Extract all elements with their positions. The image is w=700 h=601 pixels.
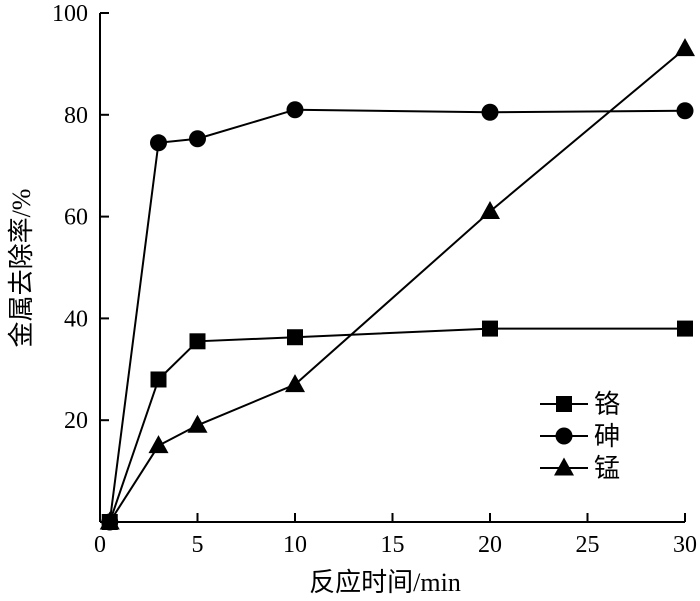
series-triangle [99, 38, 695, 530]
data-point [285, 374, 305, 393]
data-point [187, 414, 208, 433]
legend-entry: 砷 [540, 422, 620, 451]
x-tick-label: 10 [283, 532, 307, 558]
x-tick-label: 15 [381, 532, 405, 558]
legend: 铬砷锰 [540, 390, 620, 483]
legend-marker [555, 427, 573, 445]
x-tick-label: 5 [192, 532, 204, 558]
data-point [481, 103, 499, 121]
series-line [108, 327, 685, 523]
series-group [99, 38, 695, 531]
data-point [99, 511, 120, 530]
legend-label: 锰 [594, 454, 620, 483]
x-tick-label: 0 [94, 532, 106, 558]
data-point [286, 101, 304, 119]
legend-label: 铬 [594, 390, 620, 419]
data-point [675, 38, 695, 57]
data-point [677, 320, 693, 337]
y-tick-label: 80 [64, 103, 88, 129]
x-axis-label: 反应时间/min [309, 568, 461, 597]
data-point [189, 333, 206, 350]
data-point [150, 371, 167, 388]
y-tick-label: 60 [64, 205, 88, 231]
data-point [480, 201, 500, 220]
y-tick-label: 40 [64, 306, 88, 332]
data-point [676, 102, 694, 120]
data-point [148, 435, 169, 454]
x-tick-label: 30 [673, 532, 697, 558]
data-point [482, 320, 498, 337]
legend-label: 砷 [594, 422, 620, 451]
y-tick-label: 100 [52, 1, 88, 27]
series-line [108, 108, 686, 523]
tick-group: 0 5 10 15 20 25 30 20 40 60 80 100 [52, 1, 697, 558]
x-tick-label: 25 [576, 532, 600, 558]
x-tick-label: 20 [478, 532, 502, 558]
legend-entry: 锰 [540, 454, 620, 483]
y-axis-label: 金属去除率/% [7, 189, 36, 348]
legend-marker [556, 396, 572, 412]
series-line [108, 47, 686, 523]
y-tick-label: 20 [64, 408, 88, 434]
legend-marker [554, 457, 574, 476]
data-point [150, 134, 167, 152]
legend-entry: 铬 [540, 390, 620, 419]
data-point [287, 329, 303, 346]
data-point [189, 130, 206, 148]
